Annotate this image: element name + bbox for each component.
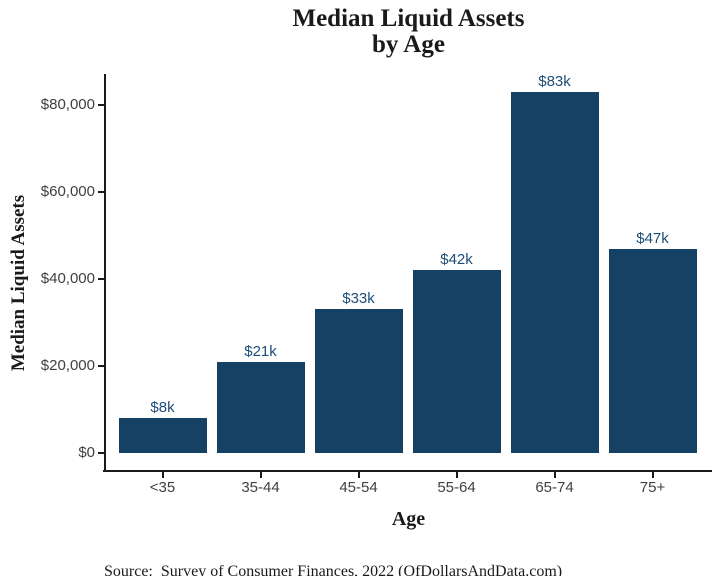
- bar-35-44: [216, 361, 305, 453]
- bar-value-label: $21k: [244, 342, 277, 360]
- y-tick-label: $60,000: [40, 183, 95, 200]
- y-tick-label: $20,000: [40, 357, 95, 374]
- y-tick-mark: [98, 104, 105, 106]
- bar-55-64: [412, 270, 501, 453]
- x-tick-mark: [455, 471, 458, 478]
- y-tick-mark: [98, 278, 105, 280]
- y-axis-line: [104, 74, 106, 472]
- x-tick-label: 75+: [639, 479, 666, 496]
- source-note: Source: Survey of Consumer Finances, 202…: [104, 533, 588, 576]
- y-tick-label: $80,000: [40, 96, 95, 113]
- x-tick-label: <35: [149, 479, 176, 496]
- x-tick-label: 35-44: [241, 479, 280, 496]
- x-tick-mark: [553, 471, 556, 478]
- x-tick-label: 65-74: [535, 479, 574, 496]
- x-axis-title: Age: [391, 508, 426, 530]
- x-tick-mark: [651, 471, 654, 478]
- source-line: Source: Survey of Consumer Finances, 202…: [104, 563, 563, 576]
- x-tick-label: 45-54: [339, 479, 378, 496]
- x-axis-line: [103, 470, 712, 472]
- bar-75+: [608, 248, 697, 453]
- bar-value-label: $42k: [440, 251, 473, 269]
- x-tick-mark: [259, 471, 262, 478]
- y-tick-mark: [98, 452, 105, 454]
- y-tick-mark: [98, 365, 105, 367]
- chart-title-line1: Median Liquid Assets: [292, 5, 525, 32]
- bar-65-74: [510, 91, 599, 453]
- bar-value-label: $47k: [636, 229, 669, 247]
- bar-value-label: $8k: [150, 399, 175, 417]
- bar-<35: [118, 418, 207, 453]
- chart-title: Median Liquid Assets by Age: [105, 6, 712, 58]
- y-tick-label: $40,000: [40, 270, 95, 287]
- y-tick-label: $0: [78, 444, 95, 461]
- bar-value-label: $33k: [342, 290, 375, 308]
- x-tick-mark: [357, 471, 360, 478]
- x-tick-mark: [161, 471, 164, 478]
- chart-title-line2: by Age: [372, 31, 445, 58]
- bar-value-label: $83k: [538, 72, 571, 90]
- y-tick-mark: [98, 191, 105, 193]
- bar-45-54: [314, 309, 403, 453]
- x-tick-label: 55-64: [437, 479, 476, 496]
